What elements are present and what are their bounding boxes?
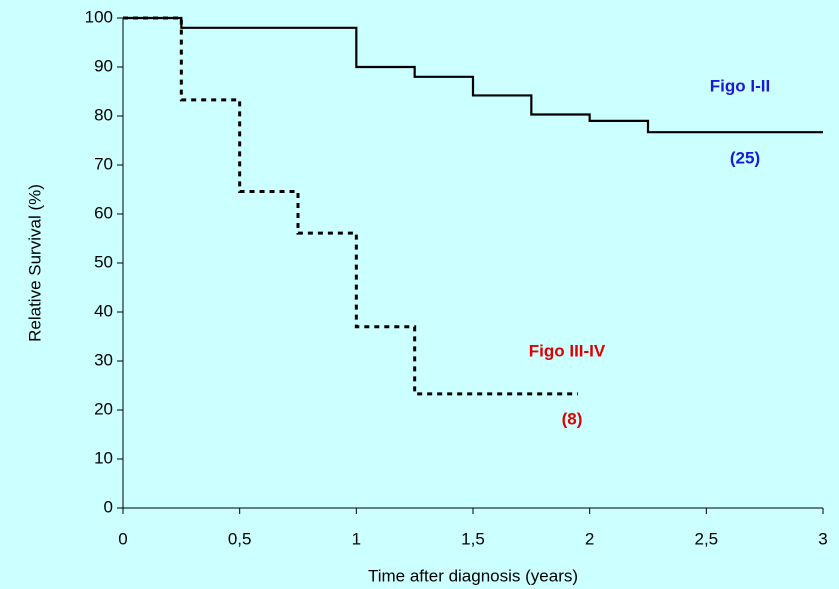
y-tick-label: 20: [94, 399, 113, 418]
series-label: Figo III-IV: [529, 341, 606, 360]
x-tick-label: 3: [818, 529, 827, 548]
survival-line: [123, 16, 823, 134]
series-count-label: (8): [562, 409, 583, 428]
y-tick-label: 0: [104, 497, 113, 516]
y-tick-label: 100: [85, 7, 113, 26]
x-tick-label: 2: [585, 529, 594, 548]
x-tick-label: 0,5: [228, 529, 252, 548]
series-count-label: (25): [730, 148, 760, 167]
y-tick-label: 30: [94, 350, 113, 369]
y-tick-label: 10: [94, 448, 113, 467]
y-axis-label: Relative Survival (%): [25, 184, 44, 342]
x-tick-label: 1: [352, 529, 361, 548]
y-tick-label: 40: [94, 301, 113, 320]
x-tick-label: 1,5: [461, 529, 485, 548]
x-tick-label: 0: [118, 529, 127, 548]
x-tick-label: 2,5: [695, 529, 719, 548]
series-label: Figo I-II: [710, 76, 770, 95]
survival-line: [123, 16, 578, 396]
y-tick-label: 80: [94, 105, 113, 124]
y-tick-label: 50: [94, 252, 113, 271]
y-tick-label: 90: [94, 56, 113, 75]
y-tick-label: 60: [94, 203, 113, 222]
x-axis-label: Time after diagnosis (years): [368, 566, 578, 585]
y-tick-label: 70: [94, 154, 113, 173]
